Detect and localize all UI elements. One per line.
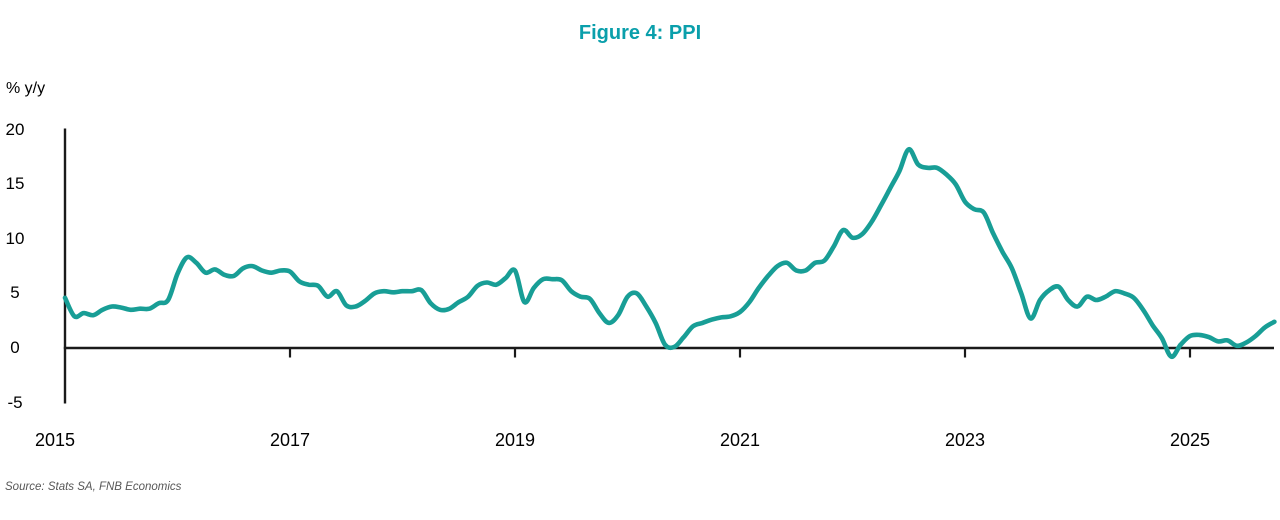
x-tick-label: 2023 — [944, 430, 986, 450]
y-tick-label: 20 — [5, 119, 25, 139]
x-tick-label: 2025 — [1169, 430, 1211, 450]
y-tick-label: 15 — [5, 174, 25, 194]
y-tick-label: 0 — [10, 338, 20, 358]
y-tick-label: -5 — [7, 392, 23, 412]
y-tick-label: 5 — [10, 283, 20, 303]
x-tick-label: 2019 — [494, 430, 536, 450]
y-axis-unit-label: % y/y — [6, 80, 46, 97]
x-tick-label: 2017 — [269, 430, 311, 450]
x-tick-marks — [288, 348, 1192, 358]
source-note: Source: Stats SA, FNB Economics — [5, 481, 182, 493]
chart-title: Figure 4: PPI — [578, 22, 702, 44]
ppi-series-line — [62, 147, 1277, 360]
y-tick-label: 10 — [5, 228, 25, 248]
x-tick-label: 2015 — [34, 430, 76, 450]
x-tick-label: 2021 — [719, 430, 761, 450]
